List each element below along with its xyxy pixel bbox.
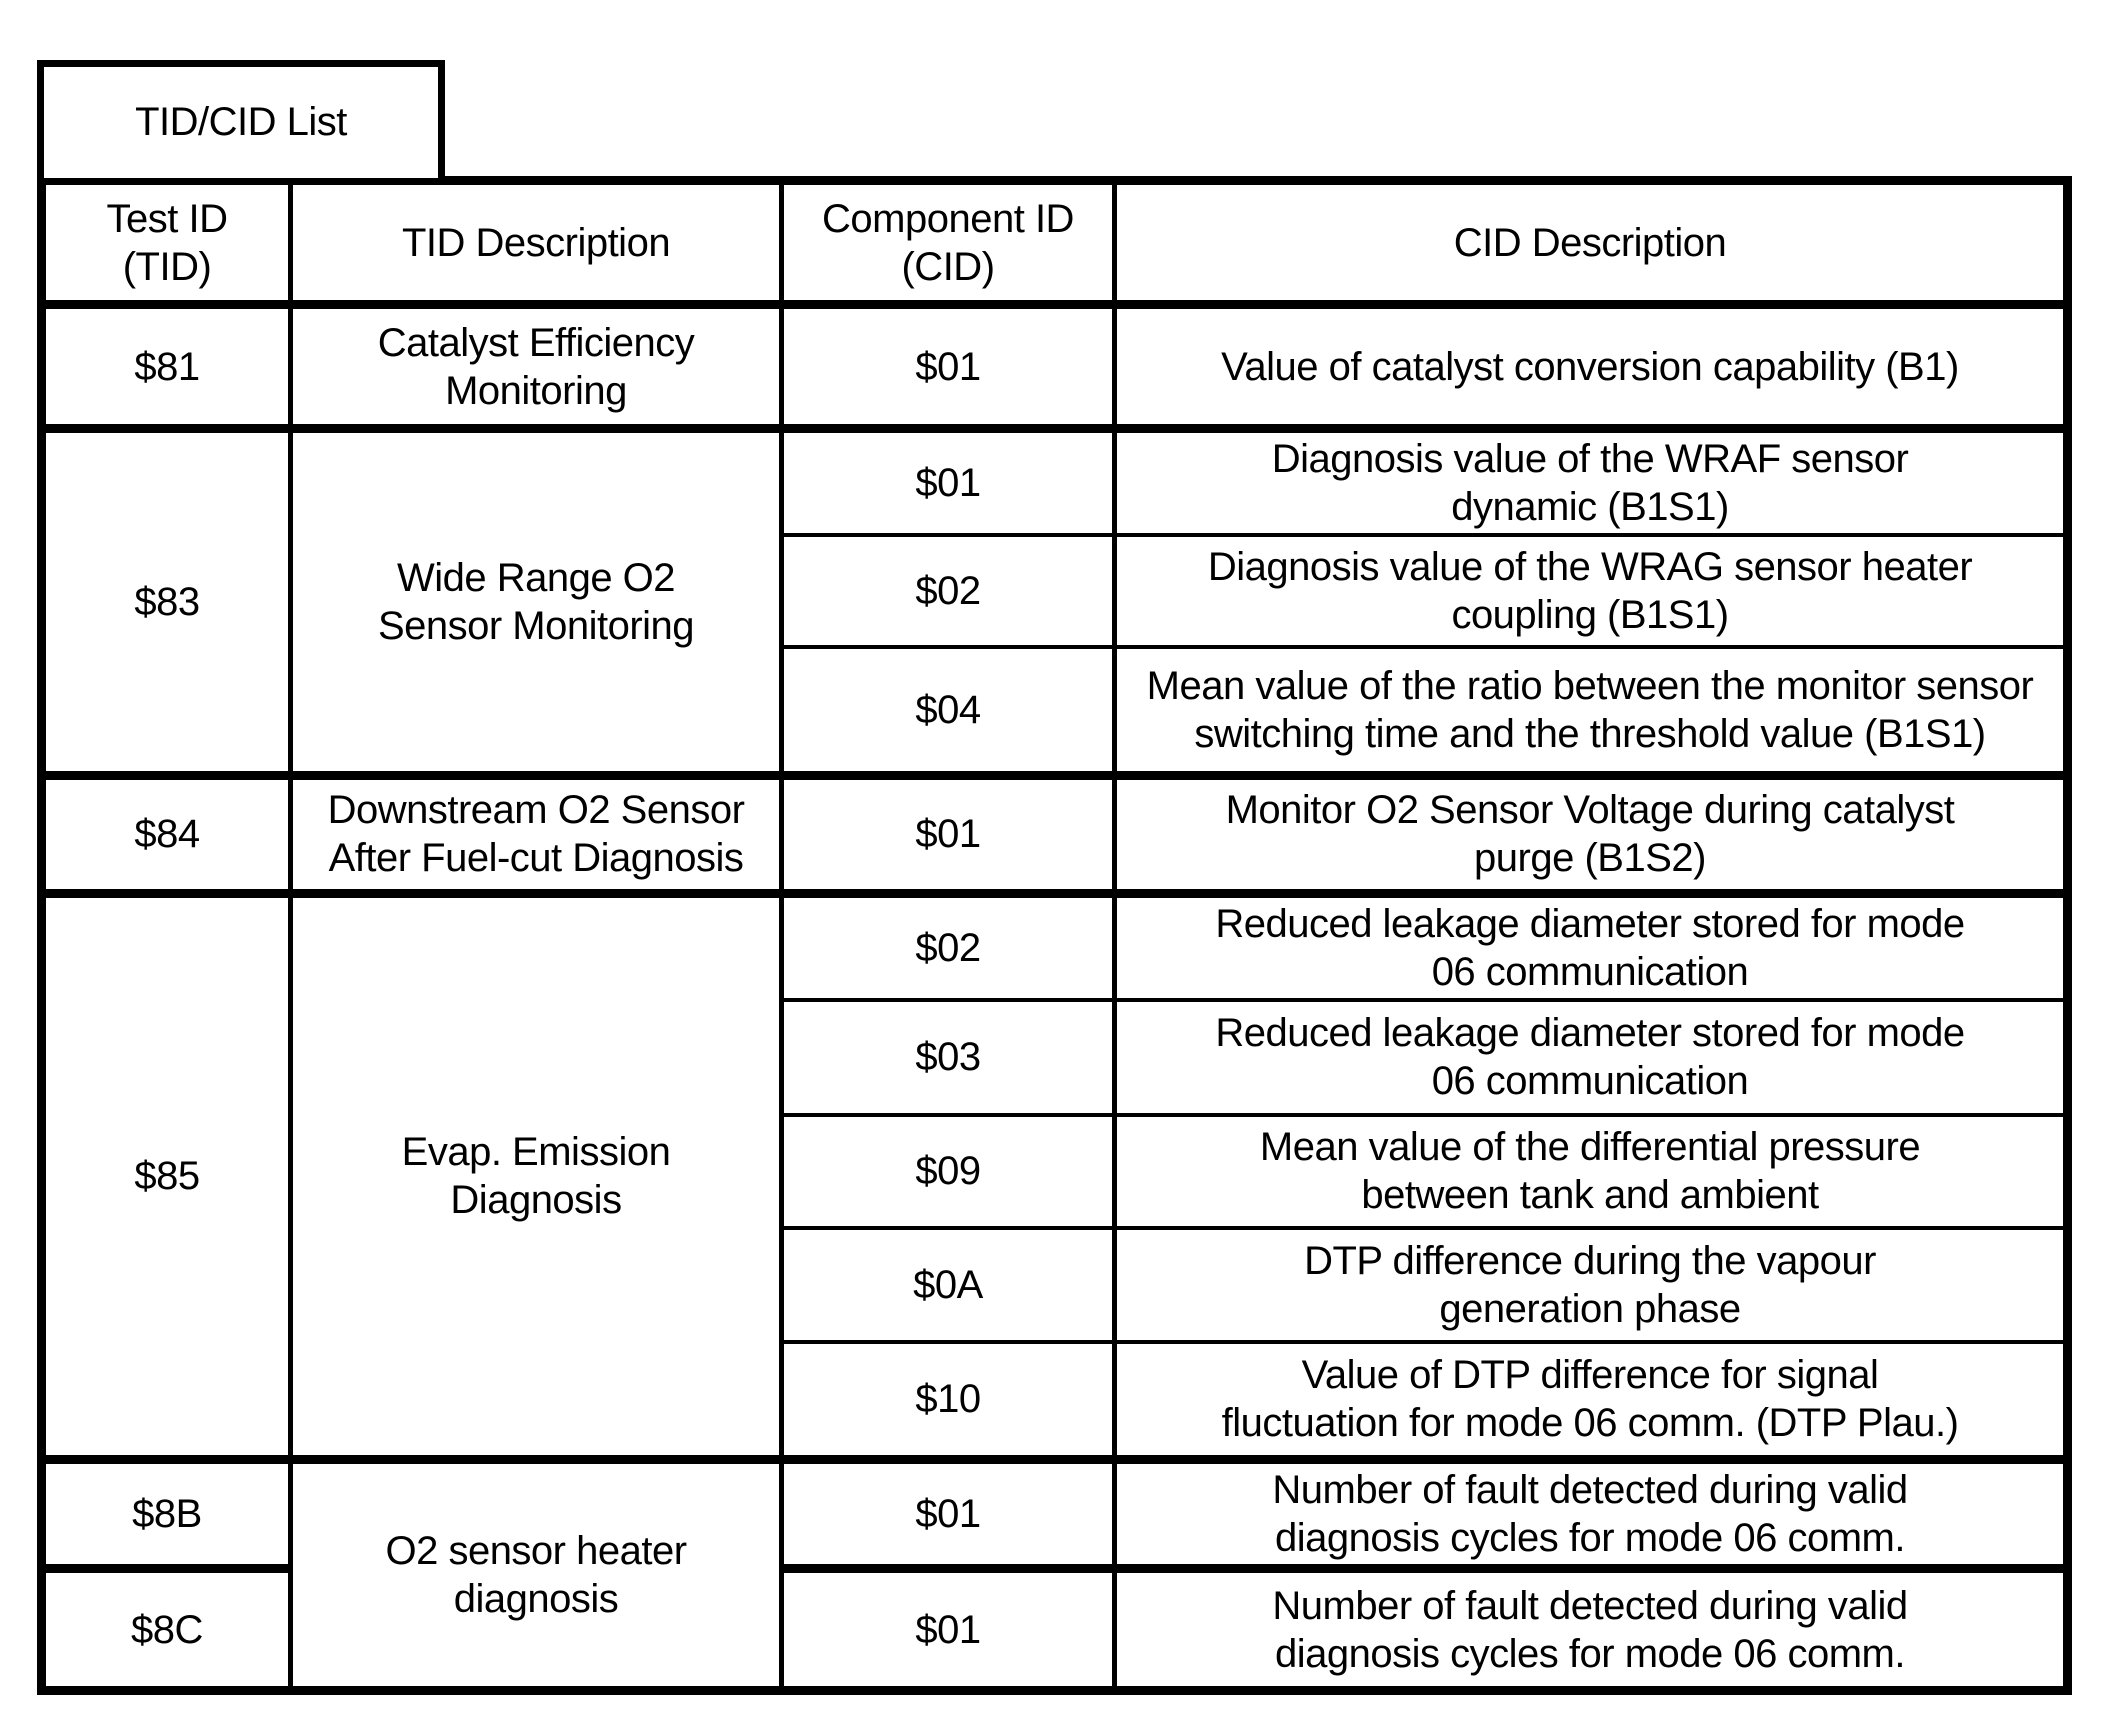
table-row-84: $84 Downstream O2 Sensor After Fuel-cut …	[39, 770, 2070, 898]
cell-tid-81: $81	[39, 300, 293, 433]
cell-cid-83-02: $02	[779, 533, 1117, 649]
header-component-id: Component ID (CID)	[779, 178, 1117, 309]
cell-cid-81-01: $01	[779, 300, 1117, 433]
table-row-85-10: $10 Value of DTP difference for signal f…	[42, 1339, 2070, 1464]
table-row-8B: $8B O2 sensor heater diagnosis $01 Numbe…	[39, 1455, 2070, 1695]
cell-tid-83: $83	[39, 424, 293, 777]
header-test-id: Test ID (TID)	[39, 178, 293, 309]
table-row-85-02: $85 Evap. Emission Diagnosis $02 Reduced…	[39, 888, 2070, 1462]
table-row-8C: $8C $01 Number of fault detected during …	[39, 1564, 2070, 1693]
table-row-83-04: $04 Mean value of the ratio between the …	[42, 645, 2070, 780]
cell-cid-desc-81-01: Value of catalyst conversion capability …	[1112, 300, 2070, 433]
cell-cid-85-02: $02	[779, 888, 1117, 1002]
cell-cid-84-01: $01	[779, 770, 1117, 898]
cell-tid-desc-83: Wide Range O2 Sensor Monitoring	[288, 424, 784, 777]
cell-cid-desc-85-10: Value of DTP difference for signal fluct…	[1112, 1339, 2070, 1464]
cell-cid-8C-01: $01	[779, 1564, 1117, 1693]
cell-cid-desc-83-04: Mean value of the ratio between the moni…	[1112, 645, 2070, 780]
table-row-85-0A: $0A DTP difference during the vapour gen…	[42, 1225, 2070, 1344]
table-row-85-03: $03 Reduced leakage diameter stored for …	[42, 997, 2070, 1117]
cell-cid-desc-8C-01: Number of fault detected during valid di…	[1112, 1564, 2070, 1693]
cell-cid-desc-85-09: Mean value of the differential pressure …	[1112, 1112, 2070, 1230]
cell-cid-83-04: $04	[779, 645, 1117, 780]
cell-cid-desc-84-01: Monitor O2 Sensor Voltage during catalys…	[1112, 770, 2070, 898]
table-row-83-02: $02 Diagnosis value of the WRAG sensor h…	[42, 533, 2070, 649]
cell-cid-85-0A: $0A	[779, 1225, 1117, 1344]
page-title: TID/CID List	[135, 100, 347, 144]
table-row-85-09: $09 Mean value of the differential press…	[42, 1112, 2070, 1230]
cell-tid-8B: $8B	[39, 1455, 293, 1573]
cell-tid-84: $84	[39, 770, 293, 898]
cell-cid-desc-85-0A: DTP difference during the vapour generat…	[1112, 1225, 2070, 1344]
cell-tid-desc-84: Downstream O2 Sensor After Fuel-cut Diag…	[288, 770, 784, 898]
cell-tid-8C: $8C	[39, 1564, 293, 1693]
tid-cid-table: Test ID (TID) TID Description Component …	[37, 176, 2072, 1695]
header-tid-description: TID Description	[288, 178, 784, 309]
cell-cid-85-03: $03	[779, 997, 1117, 1117]
cell-cid-desc-85-03: Reduced leakage diameter stored for mode…	[1112, 997, 2070, 1117]
cell-tid-desc-8B-8C: O2 sensor heater diagnosis	[288, 1455, 784, 1695]
cell-cid-desc-83-02: Diagnosis value of the WRAG sensor heate…	[1112, 533, 2070, 649]
cell-cid-83-01: $01	[779, 424, 1117, 537]
cell-cid-desc-8B-01: Number of fault detected during valid di…	[1112, 1455, 2070, 1573]
cell-cid-desc-85-02: Reduced leakage diameter stored for mode…	[1112, 888, 2070, 1002]
header-row: Test ID (TID) TID Description Component …	[39, 178, 2070, 309]
cell-cid-8B-01: $01	[779, 1455, 1117, 1573]
cell-tid-desc-81: Catalyst Efficiency Monitoring	[288, 300, 784, 433]
cell-cid-85-10: $10	[779, 1339, 1117, 1464]
cell-cid-desc-83-01: Diagnosis value of the WRAF sensor dynam…	[1112, 424, 2070, 537]
cell-cid-85-09: $09	[779, 1112, 1117, 1230]
title-box: TID/CID List	[37, 60, 445, 185]
cell-tid-85: $85	[39, 888, 293, 1462]
cell-tid-desc-85: Evap. Emission Diagnosis	[288, 888, 784, 1462]
table-row-81: $81 Catalyst Efficiency Monitoring $01 V…	[39, 300, 2070, 433]
header-cid-description: CID Description	[1112, 178, 2070, 309]
table-row-83-01: $83 Wide Range O2 Sensor Monitoring $01 …	[39, 424, 2070, 777]
